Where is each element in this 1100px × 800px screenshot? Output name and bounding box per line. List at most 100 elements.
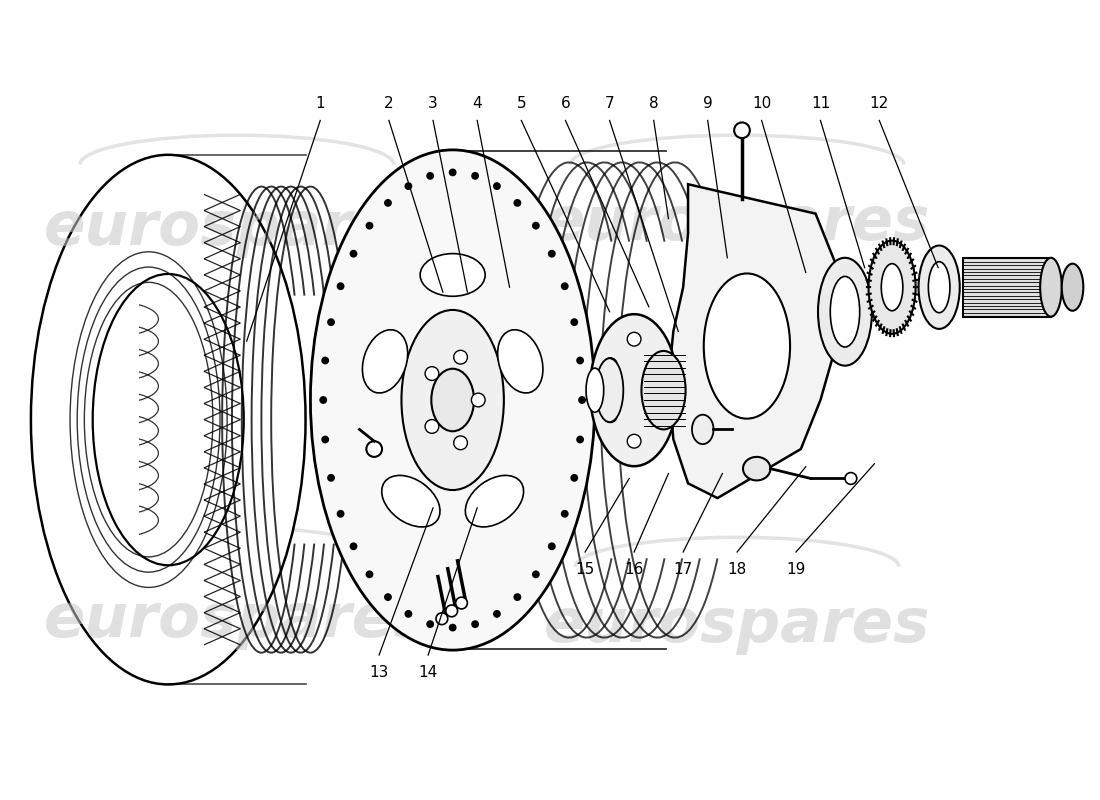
Text: 12: 12 [870,96,889,110]
Circle shape [579,396,586,404]
Text: eurospares: eurospares [543,596,931,655]
Circle shape [436,613,448,625]
Circle shape [548,250,556,258]
Text: 9: 9 [703,96,713,110]
Circle shape [366,441,382,457]
Polygon shape [669,184,840,498]
Ellipse shape [742,457,770,481]
Circle shape [405,182,412,190]
Text: 8: 8 [649,96,659,110]
Circle shape [350,542,358,550]
Ellipse shape [497,330,543,393]
Circle shape [446,605,458,617]
Circle shape [453,436,468,450]
Circle shape [571,474,579,482]
Circle shape [337,282,344,290]
Circle shape [425,366,439,381]
Circle shape [321,435,329,443]
Circle shape [365,570,373,578]
Ellipse shape [382,475,440,527]
Circle shape [449,169,456,176]
Ellipse shape [310,150,595,650]
Text: 16: 16 [625,562,644,577]
Circle shape [427,172,434,180]
Circle shape [561,282,569,290]
Circle shape [651,409,664,422]
Circle shape [384,199,392,207]
Text: 10: 10 [752,96,771,110]
Circle shape [472,393,485,407]
Text: 7: 7 [605,96,615,110]
Ellipse shape [31,154,306,685]
Circle shape [455,597,468,609]
Ellipse shape [641,351,685,430]
Text: eurospares: eurospares [543,194,931,253]
Ellipse shape [596,358,624,422]
Text: 18: 18 [727,562,747,577]
Ellipse shape [830,277,860,347]
Circle shape [405,610,412,618]
Bar [962,258,1050,317]
Text: 5: 5 [517,96,526,110]
Circle shape [337,510,344,518]
Circle shape [532,222,540,230]
Ellipse shape [928,262,950,313]
Ellipse shape [402,310,504,490]
Circle shape [319,396,327,404]
Circle shape [493,610,500,618]
Ellipse shape [420,254,485,296]
Text: 15: 15 [575,562,595,577]
Circle shape [425,419,439,434]
Ellipse shape [590,314,679,466]
Circle shape [427,620,434,628]
Text: eurospares: eurospares [44,199,430,258]
Circle shape [845,473,857,484]
Circle shape [384,593,392,601]
Circle shape [627,434,641,448]
Ellipse shape [465,475,524,527]
Circle shape [604,409,617,422]
Circle shape [327,474,336,482]
Circle shape [471,620,480,628]
Circle shape [327,318,336,326]
Text: 14: 14 [418,665,438,680]
Text: eurospares: eurospares [44,591,430,650]
Circle shape [561,510,569,518]
Circle shape [471,172,480,180]
Ellipse shape [692,414,714,444]
Ellipse shape [869,241,915,334]
Circle shape [493,182,500,190]
Circle shape [532,570,540,578]
Ellipse shape [918,246,959,329]
Ellipse shape [586,368,604,412]
Circle shape [321,357,329,365]
Text: 17: 17 [673,562,693,577]
Text: 4: 4 [472,96,482,110]
Ellipse shape [1041,258,1062,317]
Ellipse shape [92,274,244,566]
Text: 19: 19 [786,562,805,577]
Text: 2: 2 [384,96,394,110]
Circle shape [365,222,373,230]
Circle shape [514,593,521,601]
Circle shape [604,358,617,371]
Circle shape [651,358,664,371]
Circle shape [514,199,521,207]
Text: 1: 1 [316,96,326,110]
Text: 11: 11 [811,96,830,110]
Ellipse shape [1062,264,1084,310]
Ellipse shape [431,369,474,431]
Ellipse shape [881,264,903,310]
Circle shape [571,318,579,326]
Ellipse shape [704,274,790,418]
Text: 13: 13 [370,665,388,680]
Circle shape [350,250,358,258]
Circle shape [449,624,456,631]
Circle shape [734,122,750,138]
Circle shape [453,350,468,364]
Circle shape [627,332,641,346]
Text: 6: 6 [561,96,570,110]
Ellipse shape [818,258,872,366]
Circle shape [548,542,556,550]
Text: 3: 3 [428,96,438,110]
